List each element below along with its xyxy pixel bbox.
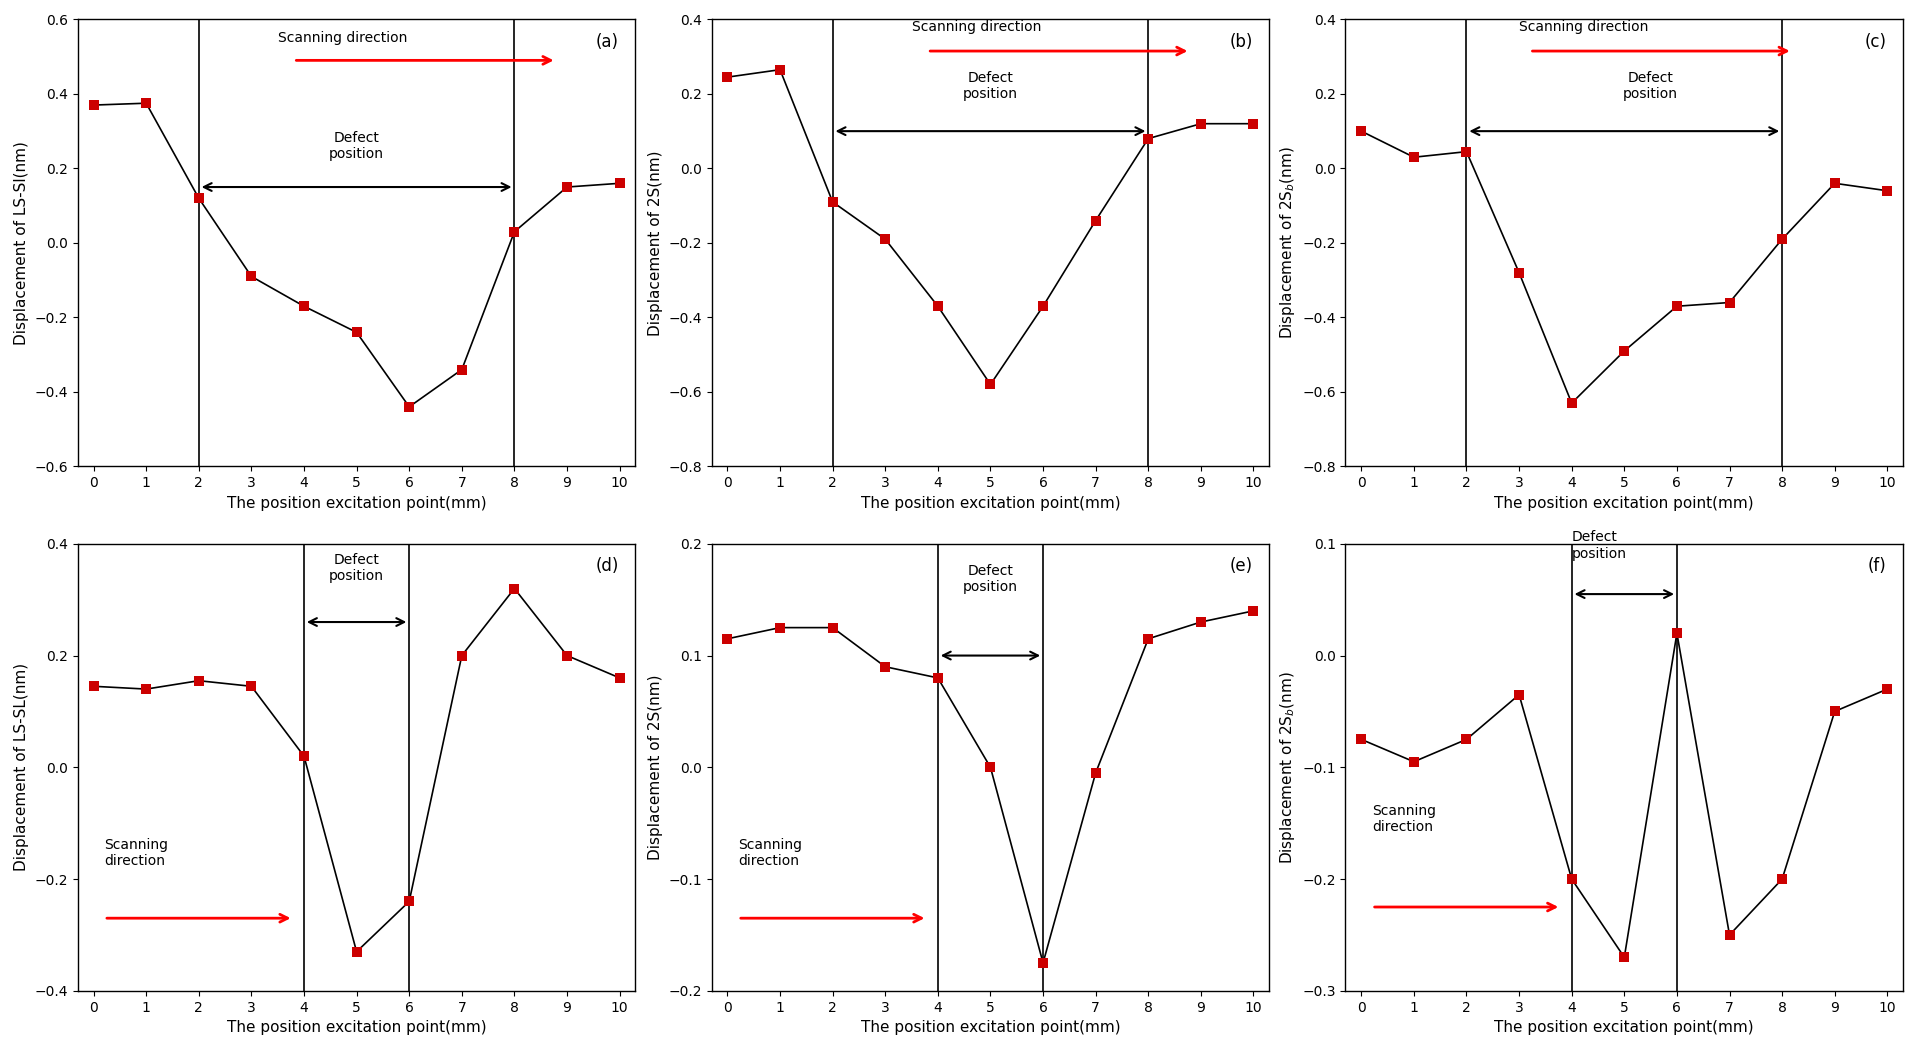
Text: Defect
position: Defect position — [1572, 531, 1628, 560]
Text: (f): (f) — [1867, 557, 1886, 575]
Y-axis label: Displacement of LS-Sl(nm): Displacement of LS-Sl(nm) — [13, 141, 29, 345]
Text: (b): (b) — [1229, 33, 1252, 50]
Text: Scanning
direction: Scanning direction — [738, 838, 801, 868]
Y-axis label: Displacement of LS-SL(nm): Displacement of LS-SL(nm) — [13, 663, 29, 872]
Text: Defect
position: Defect position — [330, 553, 383, 583]
X-axis label: The position excitation point(mm): The position excitation point(mm) — [1495, 1020, 1754, 1035]
X-axis label: The position excitation point(mm): The position excitation point(mm) — [226, 496, 487, 511]
X-axis label: The position excitation point(mm): The position excitation point(mm) — [861, 496, 1120, 511]
Text: (a): (a) — [596, 33, 619, 50]
Y-axis label: Displacement of 2S(nm): Displacement of 2S(nm) — [648, 150, 663, 336]
Text: Scanning direction: Scanning direction — [912, 20, 1041, 35]
Text: Scanning
direction: Scanning direction — [104, 838, 169, 868]
Text: Defect
position: Defect position — [1624, 71, 1677, 102]
Text: Scanning direction: Scanning direction — [1518, 20, 1649, 35]
Text: Defect
position: Defect position — [962, 564, 1018, 594]
Y-axis label: Displacement of 2S(nm): Displacement of 2S(nm) — [648, 675, 663, 860]
Text: Scanning
direction: Scanning direction — [1373, 805, 1436, 834]
Text: (e): (e) — [1229, 557, 1252, 575]
Y-axis label: Displacement of 2S$_b$(nm): Displacement of 2S$_b$(nm) — [1277, 147, 1296, 340]
X-axis label: The position excitation point(mm): The position excitation point(mm) — [861, 1020, 1120, 1035]
Y-axis label: Displacement of 2S$_b$(nm): Displacement of 2S$_b$(nm) — [1277, 670, 1296, 863]
Text: (c): (c) — [1865, 33, 1886, 50]
Text: Scanning direction: Scanning direction — [278, 31, 406, 45]
Text: (d): (d) — [596, 557, 619, 575]
Text: Defect
position: Defect position — [962, 71, 1018, 102]
Text: Defect
position: Defect position — [330, 131, 383, 160]
X-axis label: The position excitation point(mm): The position excitation point(mm) — [1495, 496, 1754, 511]
X-axis label: The position excitation point(mm): The position excitation point(mm) — [226, 1020, 487, 1035]
